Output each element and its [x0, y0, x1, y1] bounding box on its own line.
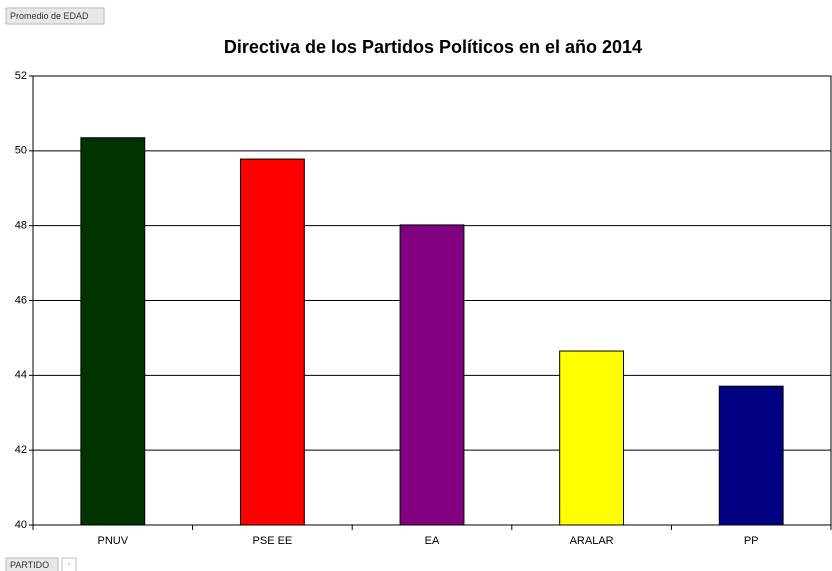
bar [399, 224, 465, 526]
x-tick-label: PP [744, 535, 759, 547]
y-tick-label: 44 [15, 369, 27, 381]
y-tick-label: 40 [15, 519, 27, 531]
y-tick-label: 42 [15, 444, 27, 456]
chart-title: Directiva de los Partidos Políticos en e… [224, 37, 642, 57]
bar [239, 158, 305, 526]
y-tick-label: 46 [15, 294, 27, 306]
x-tick-label: ARALAR [570, 535, 614, 547]
dropdown-button[interactable] [61, 557, 77, 571]
y-tick-label: 50 [15, 145, 27, 157]
bar [718, 385, 784, 526]
x-tick-label: PSE EE [253, 535, 293, 547]
x-tick-label: EA [425, 535, 440, 547]
data-field-label: Promedio de EDAD [10, 11, 89, 21]
category-field-label: PARTIDO [10, 560, 49, 570]
category-field-button[interactable] [5, 557, 59, 571]
bar [559, 350, 625, 526]
dropdown-icon: · [68, 558, 71, 568]
y-tick-label: 52 [15, 70, 27, 82]
y-tick-label: 48 [15, 220, 27, 232]
data-field-button[interactable] [5, 7, 105, 25]
bar [80, 137, 146, 526]
x-tick-label: PNUV [98, 535, 129, 547]
